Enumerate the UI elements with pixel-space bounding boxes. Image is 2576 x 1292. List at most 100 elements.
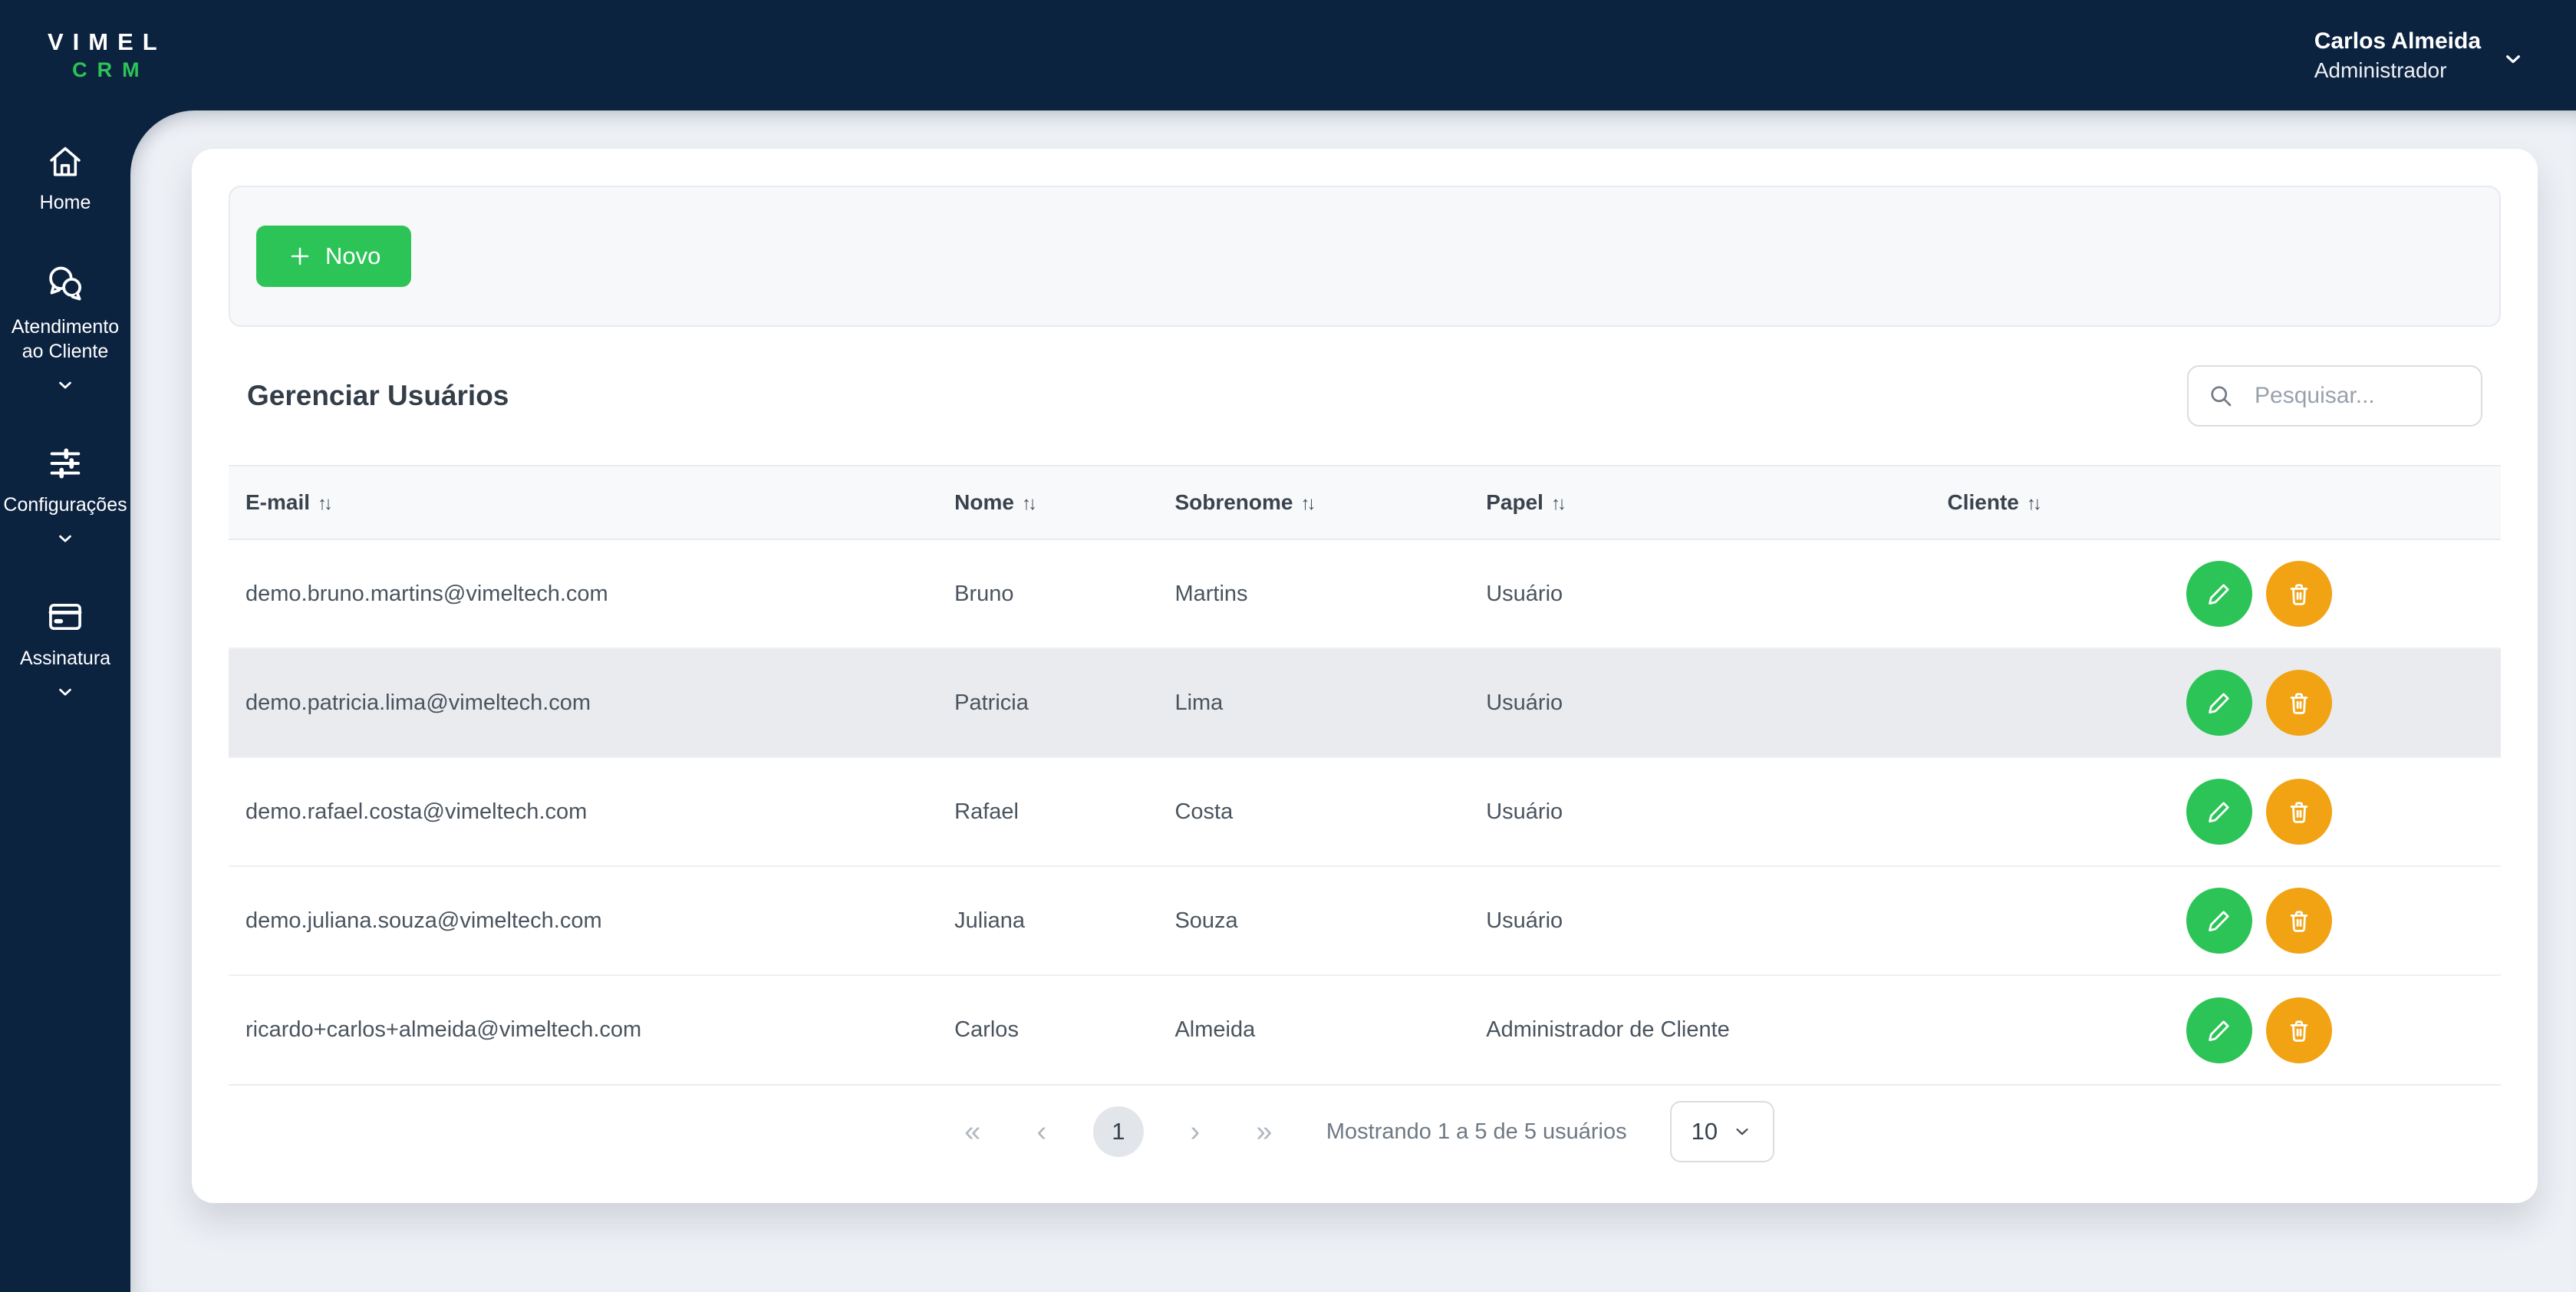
chevron-down-icon <box>54 528 76 549</box>
users-table: E-mail ↑↓ Nome ↑↓ Sobrenome ↑↓ Papel ↑↓ Clie… <box>229 465 2501 1084</box>
sidebar: Home Atendimento ao Cliente Configuraçõe… <box>0 110 130 1292</box>
column-header-sobrenome[interactable]: Sobrenome ↑↓ <box>1158 465 1470 540</box>
trash-icon <box>2290 911 2308 932</box>
delete-user-button[interactable] <box>2265 670 2332 736</box>
cell-email: ricardo+carlos+almeida@vimeltech.com <box>229 975 938 1084</box>
cell-cliente <box>1930 539 2169 649</box>
cell-papel: Administrador de Cliente <box>1469 975 1931 1084</box>
actions-panel: Novo <box>229 186 2501 327</box>
sidebar-item-home[interactable]: Home <box>0 143 130 215</box>
page-size-value: 10 <box>1691 1118 1718 1145</box>
cell-cliente <box>1930 648 2169 758</box>
users-card: Novo Gerenciar Usuários E-mail ↑↓ Nome ↑↓ <box>192 149 2538 1203</box>
cell-nome: Juliana <box>937 866 1158 976</box>
delete-user-button[interactable] <box>2265 997 2332 1063</box>
new-user-button-label: Novo <box>325 242 381 269</box>
table-row: demo.juliana.souza@vimeltech.com Juliana… <box>229 866 2501 976</box>
sort-icon: ↑↓ <box>1021 493 1037 514</box>
trash-icon <box>2290 802 2308 823</box>
sidebar-item-label: Atendimento ao Cliente <box>11 316 120 362</box>
home-icon <box>46 143 84 181</box>
brand-name: VIMEL <box>48 28 166 55</box>
edit-user-button[interactable] <box>2186 670 2252 736</box>
column-label: E-mail <box>245 490 311 514</box>
page-size-select[interactable]: 10 <box>1669 1101 1775 1162</box>
cell-papel: Usuário <box>1469 757 1931 867</box>
previous-page-button[interactable]: ‹ <box>1024 1116 1059 1149</box>
table-row: demo.patricia.lima@vimeltech.com Patrici… <box>229 648 2501 758</box>
delete-user-button[interactable] <box>2265 888 2332 954</box>
support-chat-icon <box>44 262 87 305</box>
edit-user-button[interactable] <box>2186 561 2252 627</box>
user-text: Carlos Almeida Administrador <box>2314 28 2481 84</box>
trash-icon <box>2290 693 2308 714</box>
user-role: Administrador <box>2314 58 2447 82</box>
table-row: demo.bruno.martins@vimeltech.com Bruno M… <box>229 539 2501 649</box>
chevron-down-icon <box>2501 47 2525 71</box>
chevron-down-icon <box>1731 1121 1753 1142</box>
credit-card-icon <box>45 597 85 637</box>
cell-nome: Rafael <box>937 757 1158 867</box>
table-header-bar: Gerenciar Usuários <box>229 327 2501 465</box>
cell-sobrenome: Martins <box>1158 539 1470 649</box>
last-page-button[interactable]: » <box>1247 1116 1282 1149</box>
column-header-papel[interactable]: Papel ↑↓ <box>1469 465 1931 540</box>
row-actions <box>2186 779 2484 845</box>
cell-cliente <box>1930 866 2169 976</box>
sliders-icon <box>45 443 85 483</box>
search-input[interactable] <box>2187 365 2482 427</box>
column-label: Cliente <box>1947 490 2019 514</box>
sidebar-item-assinatura[interactable]: Assinatura <box>0 597 130 703</box>
cell-sobrenome: Almeida <box>1158 975 1470 1084</box>
sidebar-item-atendimento[interactable]: Atendimento ao Cliente <box>0 262 130 396</box>
row-actions <box>2186 670 2484 736</box>
sidebar-item-configuracoes[interactable]: Configurações <box>0 443 130 549</box>
sidebar-item-label: Home <box>39 192 91 213</box>
new-user-button[interactable]: Novo <box>256 226 412 287</box>
trash-icon <box>2290 1020 2308 1042</box>
edit-user-button[interactable] <box>2186 888 2252 954</box>
table-row: demo.rafael.costa@vimeltech.com Rafael C… <box>229 757 2501 867</box>
first-page-button[interactable]: « <box>955 1116 990 1149</box>
delete-user-button[interactable] <box>2265 779 2332 845</box>
delete-user-button[interactable] <box>2265 561 2332 627</box>
pencil-icon <box>2208 802 2229 822</box>
column-label: Papel <box>1486 490 1543 514</box>
column-header-actions <box>2169 465 2501 540</box>
row-actions <box>2186 888 2484 954</box>
cell-sobrenome: Souza <box>1158 866 1470 976</box>
table-header-row: E-mail ↑↓ Nome ↑↓ Sobrenome ↑↓ Papel ↑↓ Clie… <box>229 465 2501 540</box>
cell-nome: Patricia <box>937 648 1158 758</box>
cell-nome: Carlos <box>937 975 1158 1084</box>
sort-icon: ↑↓ <box>1300 493 1316 514</box>
cell-sobrenome: Costa <box>1158 757 1470 867</box>
cell-cliente <box>1930 975 2169 1084</box>
column-header-cliente[interactable]: Cliente ↑↓ <box>1930 465 2169 540</box>
sort-icon: ↑↓ <box>1550 493 1566 514</box>
edit-user-button[interactable] <box>2186 997 2252 1063</box>
next-page-button[interactable]: › <box>1178 1116 1213 1149</box>
plus-icon <box>287 243 313 269</box>
column-header-nome[interactable]: Nome ↑↓ <box>937 465 1158 540</box>
search-box <box>2187 365 2482 427</box>
edit-user-button[interactable] <box>2186 779 2252 845</box>
column-label: Sobrenome <box>1174 490 1293 514</box>
cell-email: demo.rafael.costa@vimeltech.com <box>229 757 938 867</box>
brand-sub: CRM <box>72 58 150 81</box>
brand-logo[interactable]: VIMEL CRM <box>48 28 166 82</box>
user-menu[interactable]: Carlos Almeida Administrador <box>2314 28 2525 84</box>
page-title: Gerenciar Usuários <box>247 380 509 411</box>
cell-email: demo.juliana.souza@vimeltech.com <box>229 866 938 976</box>
chevron-down-icon <box>54 374 76 396</box>
current-page-button[interactable]: 1 <box>1092 1106 1144 1157</box>
chevron-down-icon <box>54 681 76 703</box>
pencil-icon <box>2208 584 2229 605</box>
cell-papel: Usuário <box>1469 539 1931 649</box>
column-header-email[interactable]: E-mail ↑↓ <box>229 465 938 540</box>
pencil-icon <box>2208 693 2229 714</box>
user-name: Carlos Almeida <box>2314 28 2481 54</box>
sidebar-item-label: Assinatura <box>19 648 111 669</box>
cell-sobrenome: Lima <box>1158 648 1470 758</box>
row-actions <box>2186 561 2484 627</box>
search-icon <box>2207 382 2235 410</box>
